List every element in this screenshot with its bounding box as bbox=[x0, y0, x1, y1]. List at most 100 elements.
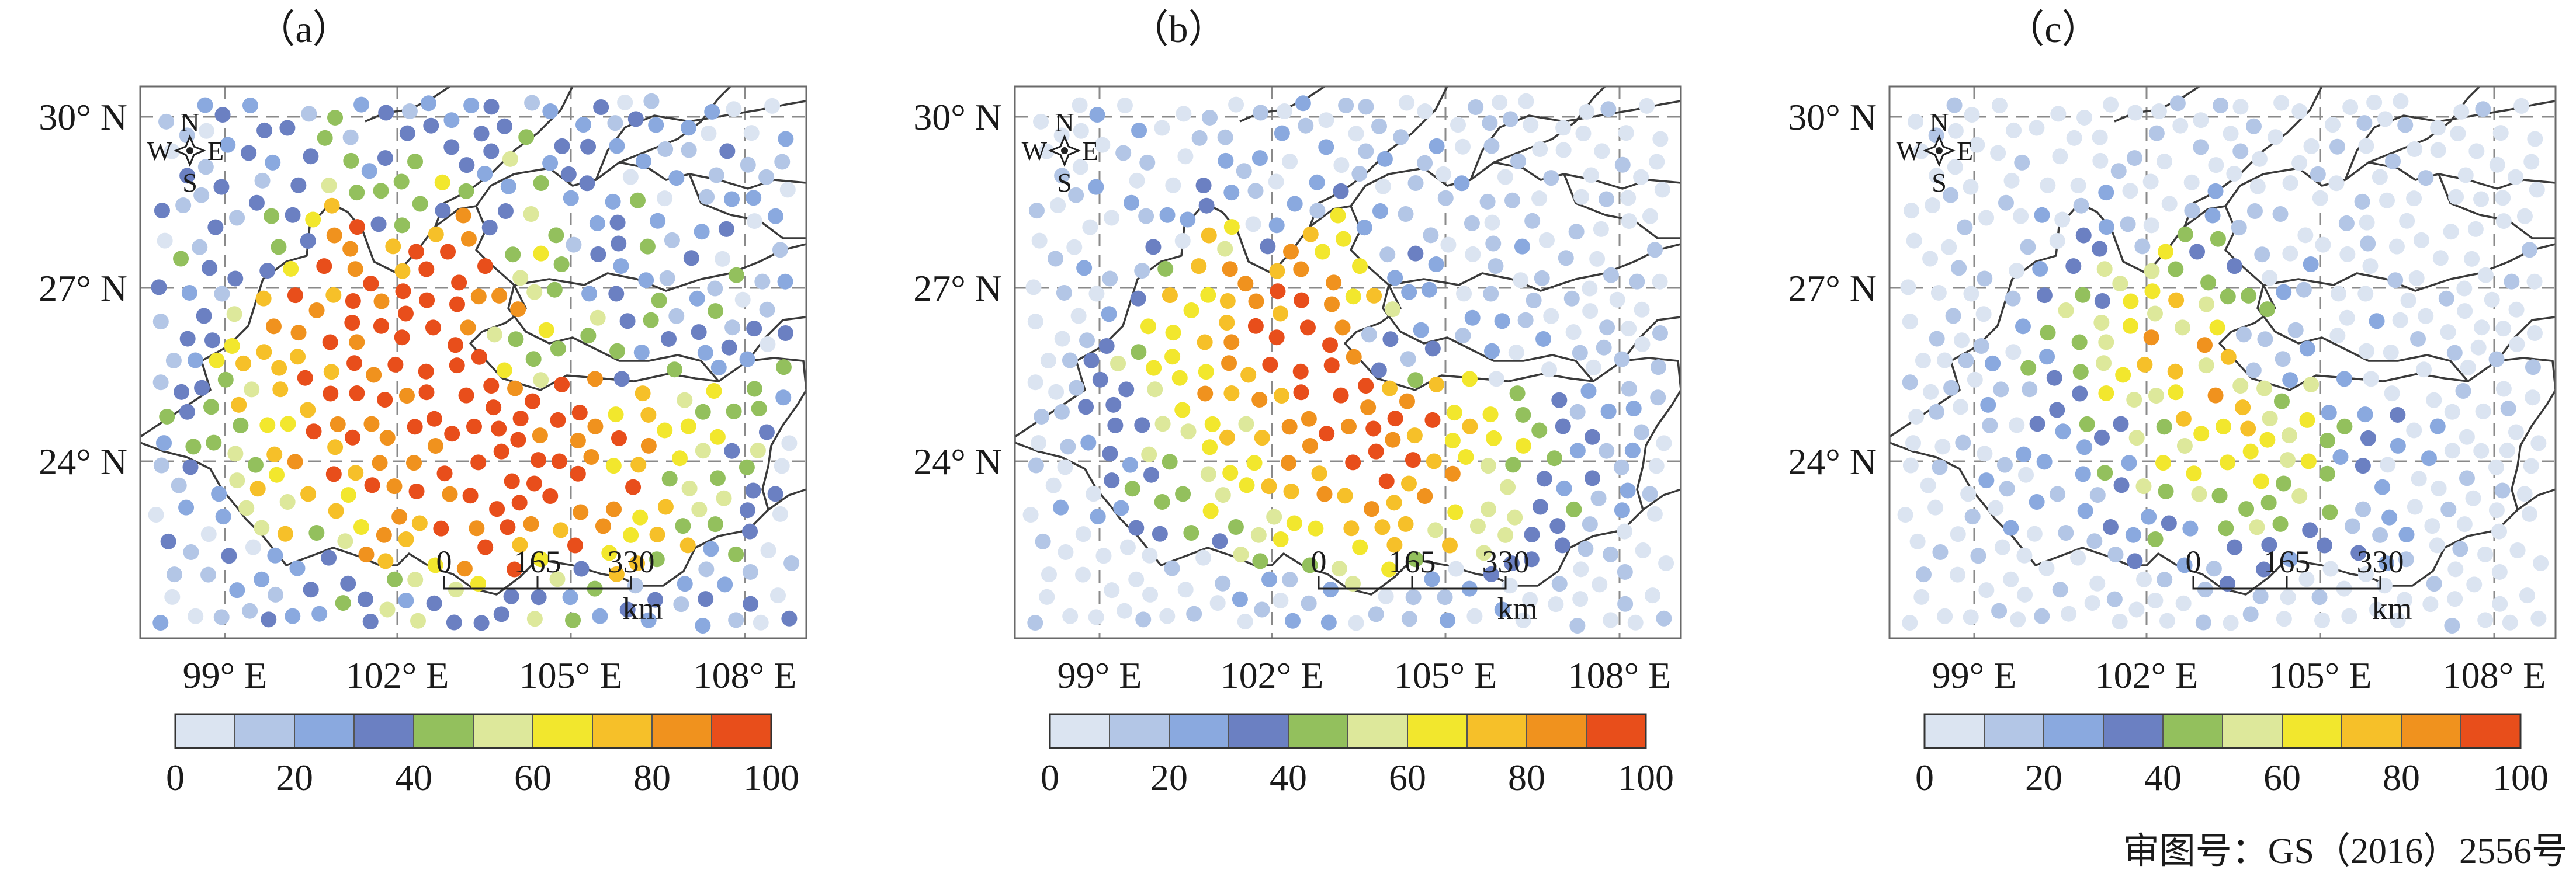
station-dot bbox=[698, 591, 714, 607]
station-dot bbox=[1269, 263, 1285, 279]
station-dot bbox=[575, 117, 592, 133]
station-dot bbox=[2071, 334, 2088, 350]
station-dot bbox=[2177, 226, 2193, 242]
station-dot bbox=[1154, 416, 1171, 432]
station-dot bbox=[325, 287, 342, 303]
station-dot bbox=[1925, 197, 1941, 214]
station-dot bbox=[2329, 138, 2346, 155]
station-dot bbox=[1517, 312, 1534, 328]
station-dot bbox=[394, 329, 410, 346]
map-panel-b: （b）30° N27° N24° N99° E 102° E 105° E 108° … bbox=[913, 8, 1682, 798]
station-dot bbox=[1476, 545, 1492, 561]
station-dot bbox=[1600, 101, 1617, 117]
station-dot bbox=[609, 138, 625, 154]
station-dot bbox=[1596, 339, 1612, 356]
station-dot bbox=[1909, 533, 1926, 549]
station-dot bbox=[1200, 287, 1216, 303]
station-dot bbox=[774, 458, 790, 474]
station-dot bbox=[2474, 319, 2490, 336]
station-dot bbox=[1423, 227, 1439, 244]
colorbar-swatch bbox=[1288, 714, 1348, 749]
station-dot bbox=[283, 260, 299, 277]
station-dot bbox=[1282, 154, 1298, 170]
station-dot bbox=[1222, 465, 1239, 481]
station-dot bbox=[483, 378, 500, 394]
station-dot bbox=[767, 486, 783, 502]
station-dot bbox=[175, 197, 192, 214]
station-dot bbox=[1421, 281, 1437, 298]
station-dot bbox=[2197, 337, 2213, 353]
station-dot bbox=[1295, 95, 1311, 112]
station-dot bbox=[373, 183, 389, 199]
station-dot bbox=[1323, 357, 1340, 374]
station-dot bbox=[2077, 503, 2093, 519]
station-dot bbox=[1407, 245, 1424, 262]
station-dot bbox=[434, 174, 450, 190]
station-dot bbox=[647, 592, 664, 608]
station-dot bbox=[1191, 130, 1208, 146]
station-dot bbox=[1298, 117, 1314, 134]
station-dot bbox=[387, 356, 404, 373]
station-dot bbox=[1465, 246, 1481, 262]
station-dot bbox=[148, 507, 164, 523]
station-dot bbox=[2210, 231, 2226, 247]
station-dot bbox=[2052, 582, 2068, 598]
station-dot bbox=[2397, 117, 2414, 133]
station-dot bbox=[1485, 430, 1502, 446]
station-dot bbox=[632, 509, 649, 526]
station-dot bbox=[2158, 483, 2174, 499]
station-dot bbox=[443, 112, 460, 128]
compass-east-label: E bbox=[207, 136, 224, 166]
station-dot bbox=[611, 235, 627, 252]
station-dot bbox=[1554, 537, 1570, 554]
station-dot bbox=[2168, 292, 2185, 308]
station-dot bbox=[1200, 466, 1216, 482]
longitude-label: 108° E bbox=[694, 655, 797, 696]
station-dot bbox=[1164, 560, 1180, 576]
station-dot bbox=[1568, 224, 1585, 240]
station-dot bbox=[231, 396, 247, 413]
station-dot bbox=[703, 541, 719, 557]
station-dot bbox=[256, 122, 273, 138]
station-dot bbox=[183, 544, 199, 560]
station-dot bbox=[2468, 143, 2485, 159]
station-dot bbox=[159, 408, 175, 425]
station-dot bbox=[1378, 588, 1394, 604]
station-dot bbox=[1555, 418, 1571, 434]
station-dot bbox=[2363, 371, 2379, 387]
panel-label: （c） bbox=[2006, 8, 2100, 51]
station-dot bbox=[1650, 359, 1666, 375]
station-dot bbox=[767, 208, 783, 224]
station-dot bbox=[1080, 434, 1097, 451]
station-dot bbox=[590, 309, 606, 326]
station-dot bbox=[2366, 94, 2383, 110]
station-dot bbox=[1580, 383, 1597, 399]
scale-unit: km bbox=[2372, 591, 2412, 626]
station-dot bbox=[1953, 399, 1969, 415]
station-dot bbox=[2509, 336, 2525, 352]
station-dot bbox=[2075, 287, 2091, 303]
station-dot bbox=[427, 438, 443, 454]
station-dot bbox=[2530, 435, 2547, 451]
station-dot bbox=[152, 615, 169, 631]
station-dot bbox=[477, 539, 494, 555]
station-dot bbox=[1270, 283, 1286, 300]
station-dot bbox=[2126, 391, 2142, 408]
station-dot bbox=[1316, 486, 1333, 502]
station-dot bbox=[640, 612, 657, 628]
station-dot bbox=[1565, 324, 1582, 340]
station-dot bbox=[2058, 302, 2074, 319]
latitude-label: 24° N bbox=[1788, 441, 1877, 482]
station-dot bbox=[2157, 154, 2173, 170]
station-dot bbox=[1427, 522, 1444, 538]
scale-tick-label: 330 bbox=[1482, 544, 1530, 579]
station-dot bbox=[1385, 301, 1401, 318]
station-dot bbox=[636, 153, 652, 169]
station-dot bbox=[2218, 520, 2234, 537]
station-dot bbox=[254, 520, 270, 536]
station-dot bbox=[2102, 519, 2119, 535]
station-dot bbox=[2089, 487, 2106, 503]
station-dot bbox=[226, 306, 242, 322]
station-dot bbox=[1333, 387, 1349, 404]
station-dot bbox=[2135, 478, 2152, 495]
